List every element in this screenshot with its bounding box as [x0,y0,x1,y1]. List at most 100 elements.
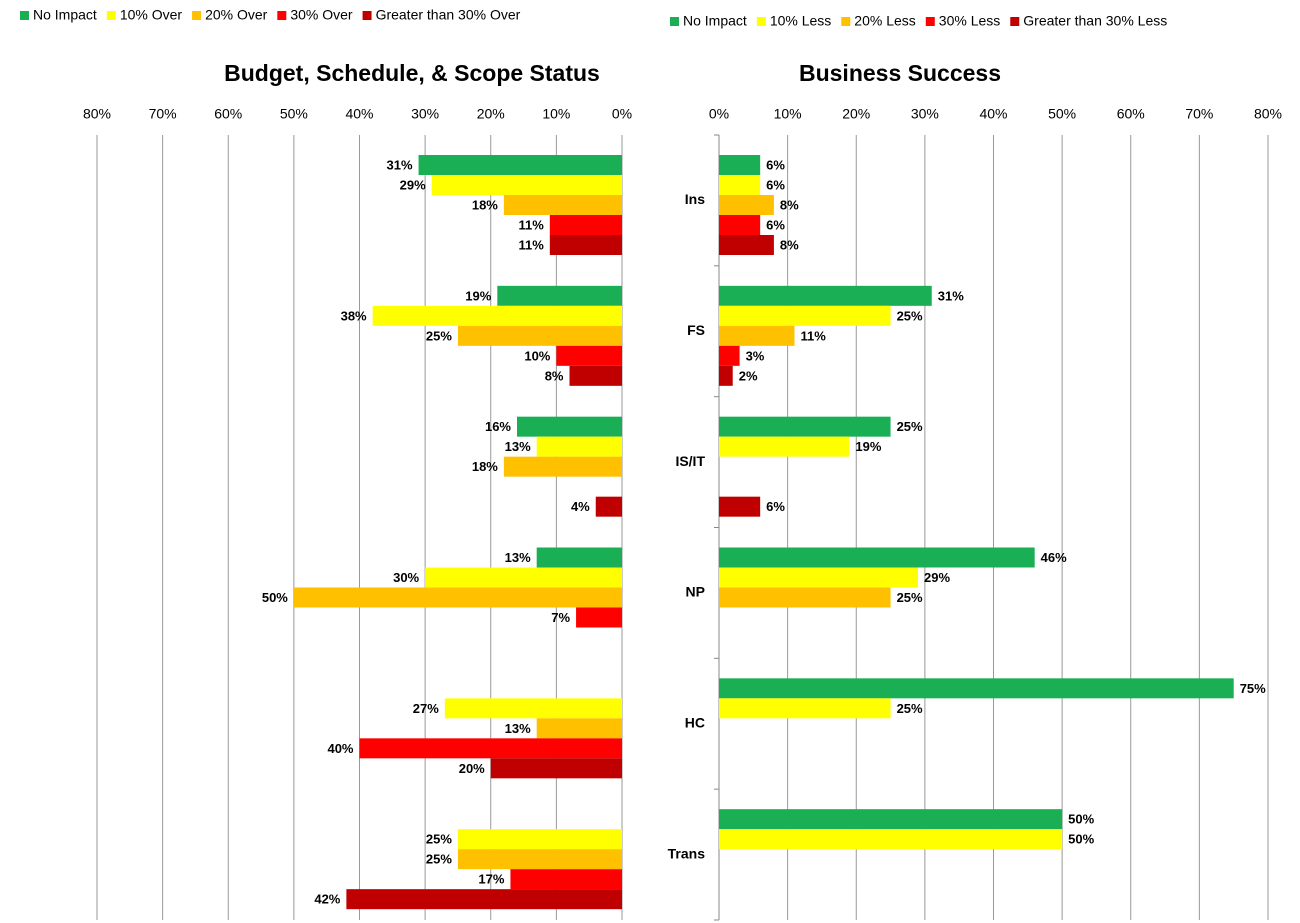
data-label: 17% [478,872,504,887]
chart-title: Business Success [799,60,1001,86]
data-label: 18% [472,459,498,474]
legend-label: Greater than 30% Over [376,7,521,23]
legend-label: 30% Over [290,7,353,23]
data-label: 25% [426,832,452,847]
data-label: 46% [1041,550,1067,565]
data-label: 25% [897,701,923,716]
bar [719,829,1063,850]
bar [425,567,622,588]
legend-swatch [756,17,766,26]
legend-label: 20% Less [854,13,915,29]
bar [719,809,1063,830]
bar [418,155,622,175]
data-label: 7% [551,610,570,625]
bar [293,587,622,608]
data-label: 20% [459,761,485,776]
bar [719,305,891,326]
bar [490,758,622,779]
legend-label: No Impact [33,7,97,23]
bar [549,235,622,255]
data-label: 10% [524,348,550,363]
bar [457,849,622,870]
data-label: 50% [1068,812,1094,827]
data-label: 25% [426,328,452,343]
bar [536,436,622,457]
category-label: FS [687,322,705,338]
bar [719,195,774,215]
bar [444,698,622,719]
data-label: 30% [393,570,419,585]
data-label: 13% [505,439,531,454]
category-label: NP [686,584,705,600]
bar [719,175,761,195]
chart-title: Budget, Schedule, & Scope Status [224,60,600,86]
x-tick-label: 60% [214,106,242,122]
bar [503,195,622,215]
legend-label: No Impact [683,13,747,29]
data-label: 29% [400,177,426,192]
bar [536,547,622,568]
bar [719,365,733,386]
legend-swatch [362,11,372,20]
x-tick-label: 60% [1117,106,1145,122]
legend-label: Greater than 30% Less [1023,13,1167,29]
data-label: 25% [897,308,923,323]
bar [719,567,919,588]
data-label: 50% [262,590,288,605]
bar [431,175,622,195]
data-label: 19% [465,288,491,303]
bar [719,285,932,306]
data-label: 29% [924,570,950,585]
x-tick-label: 0% [709,106,729,122]
legend-label: 10% Over [120,7,183,23]
data-label: 4% [571,499,590,514]
x-tick-label: 70% [1185,106,1213,122]
data-label: 3% [746,348,765,363]
data-label: 19% [855,439,881,454]
x-tick-label: 30% [911,106,939,122]
bar [569,365,622,386]
category-label: Ins [685,191,705,207]
category-label: HC [685,714,705,730]
data-label: 38% [341,308,367,323]
data-label: 27% [413,701,439,716]
legend-swatch [106,11,116,20]
bar [719,235,774,255]
x-tick-label: 40% [979,106,1007,122]
data-label: 13% [505,721,531,736]
bar [719,345,740,366]
bar [359,738,622,759]
legend-swatch [192,11,202,20]
bar [510,869,622,890]
data-label: 6% [766,177,785,192]
x-tick-label: 20% [477,106,505,122]
bar [549,215,622,235]
data-label: 11% [800,328,826,343]
bar [576,607,622,628]
legend-label: 30% Less [939,13,1000,29]
legend-swatch [20,11,29,20]
bar [719,547,1035,568]
x-tick-label: 50% [1048,106,1076,122]
category-label: IS/IT [675,453,705,469]
bar [595,496,622,517]
bar [719,416,891,437]
legend-swatch [1010,17,1020,26]
data-label: 31% [938,288,964,303]
x-tick-label: 80% [1254,106,1282,122]
data-label: 6% [766,499,785,514]
bar [457,325,622,346]
data-label: 75% [1240,681,1266,696]
data-label: 8% [780,237,799,252]
data-label: 6% [766,217,785,232]
bar [503,456,622,477]
x-tick-label: 40% [345,106,373,122]
x-tick-label: 30% [411,106,439,122]
x-tick-label: 0% [612,106,632,122]
data-label: 50% [1068,832,1094,847]
bar [719,215,761,235]
bar [719,587,891,608]
data-label: 40% [327,741,353,756]
data-label: 25% [897,419,923,434]
x-tick-label: 70% [149,106,177,122]
